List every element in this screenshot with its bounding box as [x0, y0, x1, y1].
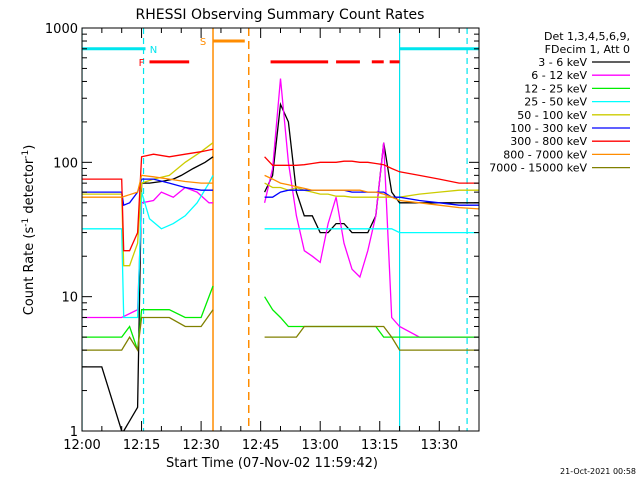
x-axis-label: Start Time (07-Nov-02 11:59:42) [166, 456, 378, 471]
series-line-early [82, 156, 214, 431]
y-tick-label: 10 [61, 291, 78, 306]
x-tick-label: 13:00 [301, 438, 338, 453]
series-line-late [264, 101, 479, 234]
legend-entry-label: 25 - 50 keV [524, 96, 587, 109]
legend-entry-label: 7000 - 15000 keV [489, 162, 587, 175]
x-tick-label: 12:15 [123, 438, 160, 453]
legend-entry-label: 6 - 12 keV [531, 69, 587, 82]
series-line-late [264, 174, 479, 210]
series-line-late [264, 189, 479, 206]
legend-header-line-2: FDecim 1, Att 0 [545, 43, 630, 56]
series-line-late [263, 78, 479, 338]
marker-label-n: N [150, 45, 157, 56]
series-line-early [82, 174, 213, 198]
legend-entry-label: 50 - 100 keV [517, 109, 587, 122]
x-axis: 12:00 12:15 12:30 12:45 13:00 13:15 13:30 [63, 28, 480, 453]
plot-area: NF S [81, 27, 480, 432]
y-tick-label: 1000 [45, 22, 78, 37]
footer-date: 21-Oct-2021 00:58 [560, 467, 636, 476]
x-tick-label: 12:45 [242, 438, 279, 453]
series-line-early [82, 285, 214, 351]
y-axis: 1 10 100 1000 [45, 22, 479, 440]
legend-header-line-1: Det 1,3,4,5,6,9, [544, 30, 630, 43]
marker-labels: NF S [139, 37, 207, 69]
series-line-early [82, 148, 214, 252]
legend: Det 1,3,4,5,6,9, FDecim 1, Att 0 3 - 6 k… [489, 30, 630, 175]
x-tick-label: 13:30 [421, 438, 458, 453]
series-line-early [82, 175, 214, 319]
marker-label-f: F [139, 58, 145, 69]
legend-entry-label: 100 - 300 keV [510, 122, 587, 135]
marker-label-s: S [200, 37, 206, 48]
series-lines [82, 78, 479, 431]
observing-markers [82, 28, 479, 431]
plot-frame [81, 27, 480, 432]
series-line-late [264, 296, 479, 338]
series-line-late [264, 325, 479, 351]
legend-entry-label: 300 - 800 keV [510, 135, 587, 148]
x-tick-label: 12:00 [63, 438, 100, 453]
legend-entry-label: 3 - 6 keV [538, 56, 587, 69]
x-tick-label: 12:30 [182, 438, 219, 453]
series-line-early [82, 142, 214, 267]
y-axis-label: Count Rate (s-1 detector-1) [21, 145, 37, 316]
x-tick-label: 13:15 [361, 438, 398, 453]
series-line-late [264, 182, 479, 198]
legend-entry-label: 12 - 25 keV [524, 82, 587, 95]
series-line-early [82, 309, 214, 353]
y-tick-label: 1 [70, 425, 78, 440]
legend-entry-label: 800 - 7000 keV [503, 148, 587, 161]
series-line-late [264, 156, 479, 184]
y-tick-label: 100 [53, 156, 78, 171]
chart-title: RHESSI Observing Summary Count Rates [136, 7, 425, 23]
series-line-late [264, 228, 479, 234]
